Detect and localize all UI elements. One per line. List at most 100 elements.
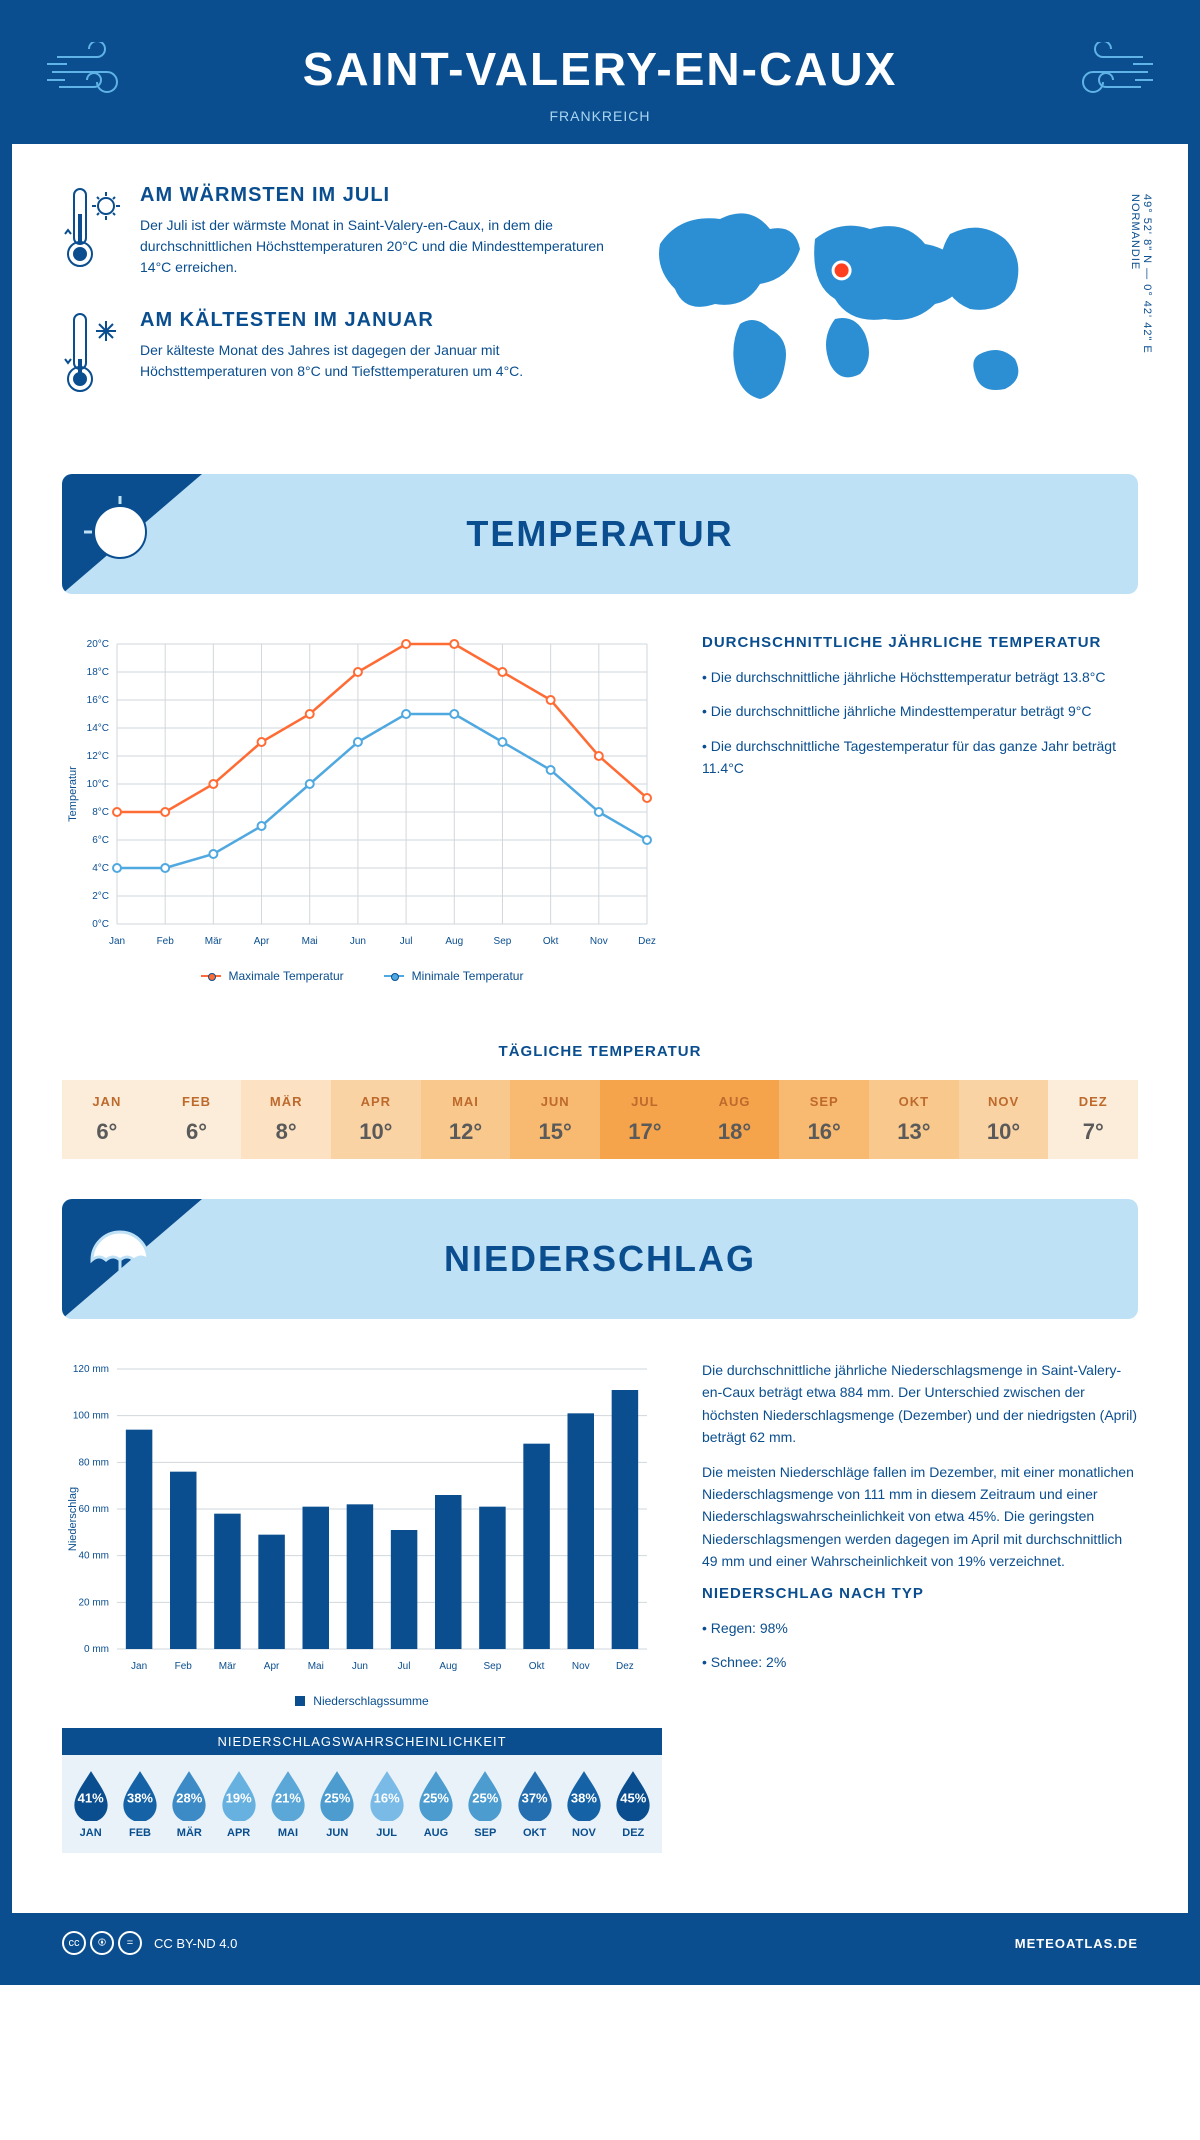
wind-icon — [1053, 42, 1153, 107]
svg-text:Jan: Jan — [131, 1661, 147, 1672]
daily-temp-cell: AUG18° — [690, 1080, 780, 1159]
precip-prob-drop: 45%DEZ — [609, 1769, 658, 1839]
umbrella-icon — [80, 1217, 160, 1302]
svg-text:Apr: Apr — [254, 936, 270, 947]
precipitation-probability: NIEDERSCHLAGSWAHRSCHEINLICHKEIT 41%JAN38… — [62, 1728, 662, 1853]
footer: cc🅯= CC BY-ND 4.0 METEOATLAS.DE — [12, 1913, 1188, 1973]
daily-temp-cell: JUL17° — [600, 1080, 690, 1159]
country-subtitle: FRANKREICH — [32, 108, 1168, 124]
svg-text:Mär: Mär — [205, 936, 223, 947]
daily-temp-cell: FEB6° — [152, 1080, 242, 1159]
warmest-title: AM WÄRMSTEN IM JULI — [140, 184, 610, 207]
precip-prob-drop: 38%FEB — [115, 1769, 164, 1839]
svg-text:120 mm: 120 mm — [73, 1364, 109, 1375]
precip-prob-drop: 28%MÄR — [165, 1769, 214, 1839]
svg-text:Temperatur: Temperatur — [67, 766, 79, 822]
svg-text:12°C: 12°C — [87, 751, 109, 762]
precipitation-banner: NIEDERSCHLAG — [62, 1199, 1138, 1319]
svg-text:Mai: Mai — [302, 936, 318, 947]
precipitation-bar-chart: 0 mm 20 mm 40 mm 60 mm 80 mm 100 mm 120 mm Jan F… — [62, 1359, 662, 1679]
precip-prob-drop: 25%AUG — [411, 1769, 460, 1839]
precip-prob-drop: 25%SEP — [461, 1769, 510, 1839]
svg-text:Dez: Dez — [638, 936, 656, 947]
svg-text:Mär: Mär — [219, 1661, 237, 1672]
page-title: SAINT-VALERY-EN-CAUX — [32, 42, 1168, 96]
svg-text:20 mm: 20 mm — [78, 1597, 109, 1608]
temperature-heading: TEMPERATUR — [466, 513, 733, 555]
site-name: METEOATLAS.DE — [1015, 1936, 1138, 1951]
svg-text:Jul: Jul — [398, 1661, 411, 1672]
svg-text:Okt: Okt — [543, 936, 559, 947]
svg-text:10°C: 10°C — [87, 779, 109, 790]
svg-text:Nov: Nov — [572, 1661, 590, 1672]
header: SAINT-VALERY-EN-CAUX FRANKREICH — [12, 12, 1188, 144]
svg-text:40 mm: 40 mm — [78, 1551, 109, 1562]
svg-text:14°C: 14°C — [87, 723, 109, 734]
precip-prob-drop: 25%JUN — [313, 1769, 362, 1839]
coldest-text: Der kälteste Monat des Jahres ist dagege… — [140, 340, 610, 382]
svg-text:Jul: Jul — [400, 936, 413, 947]
daily-temp-title: TÄGLICHE TEMPERATUR — [12, 1043, 1188, 1060]
precip-prob-drop: 19%APR — [214, 1769, 263, 1839]
daily-temp-cell: JAN6° — [62, 1080, 152, 1159]
daily-temp-cell: JUN15° — [510, 1080, 600, 1159]
daily-temp-cell: MAI12° — [421, 1080, 511, 1159]
precip-prob-drop: 21%MAI — [263, 1769, 312, 1839]
temperature-legend: Maximale Temperatur Minimale Temperatur — [62, 969, 662, 983]
intro-section: AM WÄRMSTEN IM JULI Der Juli ist der wär… — [12, 144, 1188, 474]
svg-text:Feb: Feb — [175, 1661, 193, 1672]
temperature-chart-row: 0°C2°C4°C6°C8°C10°C12°C14°C16°C18°C20°CJ… — [12, 594, 1188, 1023]
precip-prob-drop: 41%JAN — [66, 1769, 115, 1839]
svg-text:4°C: 4°C — [92, 863, 109, 874]
wind-icon — [47, 42, 147, 107]
daily-temp-cell: SEP16° — [779, 1080, 869, 1159]
warmest-text: Der Juli ist der wärmste Monat in Saint-… — [140, 215, 610, 278]
svg-text:Aug: Aug — [445, 936, 463, 947]
daily-temp-cell: NOV10° — [959, 1080, 1049, 1159]
daily-temp-cell: MÄR8° — [241, 1080, 331, 1159]
svg-text:Sep: Sep — [484, 1661, 502, 1672]
svg-text:60 mm: 60 mm — [78, 1504, 109, 1515]
svg-text:Feb: Feb — [157, 936, 175, 947]
daily-temp-cell: DEZ7° — [1048, 1080, 1138, 1159]
precipitation-chart-row: 0 mm 20 mm 40 mm 60 mm 80 mm 100 mm 120 mm Jan F… — [12, 1319, 1188, 1913]
daily-temp-cell: OKT13° — [869, 1080, 959, 1159]
license-label: CC BY-ND 4.0 — [154, 1936, 237, 1951]
precip-prob-drop: 37%OKT — [510, 1769, 559, 1839]
svg-text:6°C: 6°C — [92, 835, 109, 846]
svg-text:0 mm: 0 mm — [84, 1644, 109, 1655]
daily-temp-table: JAN6°FEB6°MÄR8°APR10°MAI12°JUN15°JUL17°A… — [62, 1080, 1138, 1159]
sun-icon — [80, 492, 160, 577]
svg-text:20°C: 20°C — [87, 639, 109, 650]
temperature-line-chart: 0°C2°C4°C6°C8°C10°C12°C14°C16°C18°C20°CJ… — [62, 634, 662, 954]
svg-text:Dez: Dez — [616, 1661, 634, 1672]
world-map — [640, 184, 1060, 424]
precipitation-legend: Niederschlagssumme — [62, 1694, 662, 1708]
svg-text:2°C: 2°C — [92, 891, 109, 902]
thermometer-snow-icon — [62, 309, 122, 404]
cc-icons: cc🅯= — [62, 1931, 142, 1955]
daily-temp-cell: APR10° — [331, 1080, 421, 1159]
svg-text:16°C: 16°C — [87, 695, 109, 706]
svg-text:Jan: Jan — [109, 936, 125, 947]
svg-text:Okt: Okt — [529, 1661, 545, 1672]
svg-text:Niederschlag: Niederschlag — [67, 1487, 79, 1551]
thermometer-sun-icon — [62, 184, 122, 279]
svg-text:Sep: Sep — [494, 936, 512, 947]
precip-prob-drop: 16%JUL — [362, 1769, 411, 1839]
svg-text:Jun: Jun — [350, 936, 366, 947]
svg-text:Nov: Nov — [590, 936, 608, 947]
svg-text:0°C: 0°C — [92, 919, 109, 930]
svg-text:100 mm: 100 mm — [73, 1411, 109, 1422]
temperature-banner: TEMPERATUR — [62, 474, 1138, 594]
precipitation-summary: Die durchschnittliche jährliche Niedersc… — [702, 1359, 1138, 1873]
svg-text:Apr: Apr — [264, 1661, 280, 1672]
coldest-title: AM KÄLTESTEN IM JANUAR — [140, 309, 610, 332]
svg-text:Aug: Aug — [439, 1661, 457, 1672]
temperature-summary: DURCHSCHNITTLICHE JÄHRLICHE TEMPERATUR •… — [702, 634, 1138, 983]
svg-text:Jun: Jun — [352, 1661, 368, 1672]
svg-text:80 mm: 80 mm — [78, 1457, 109, 1468]
coordinates: 49° 52' 8" N — 0° 42' 42" ENORMANDIE — [1129, 194, 1153, 354]
coldest-fact: AM KÄLTESTEN IM JANUAR Der kälteste Mona… — [62, 309, 610, 404]
svg-text:8°C: 8°C — [92, 807, 109, 818]
